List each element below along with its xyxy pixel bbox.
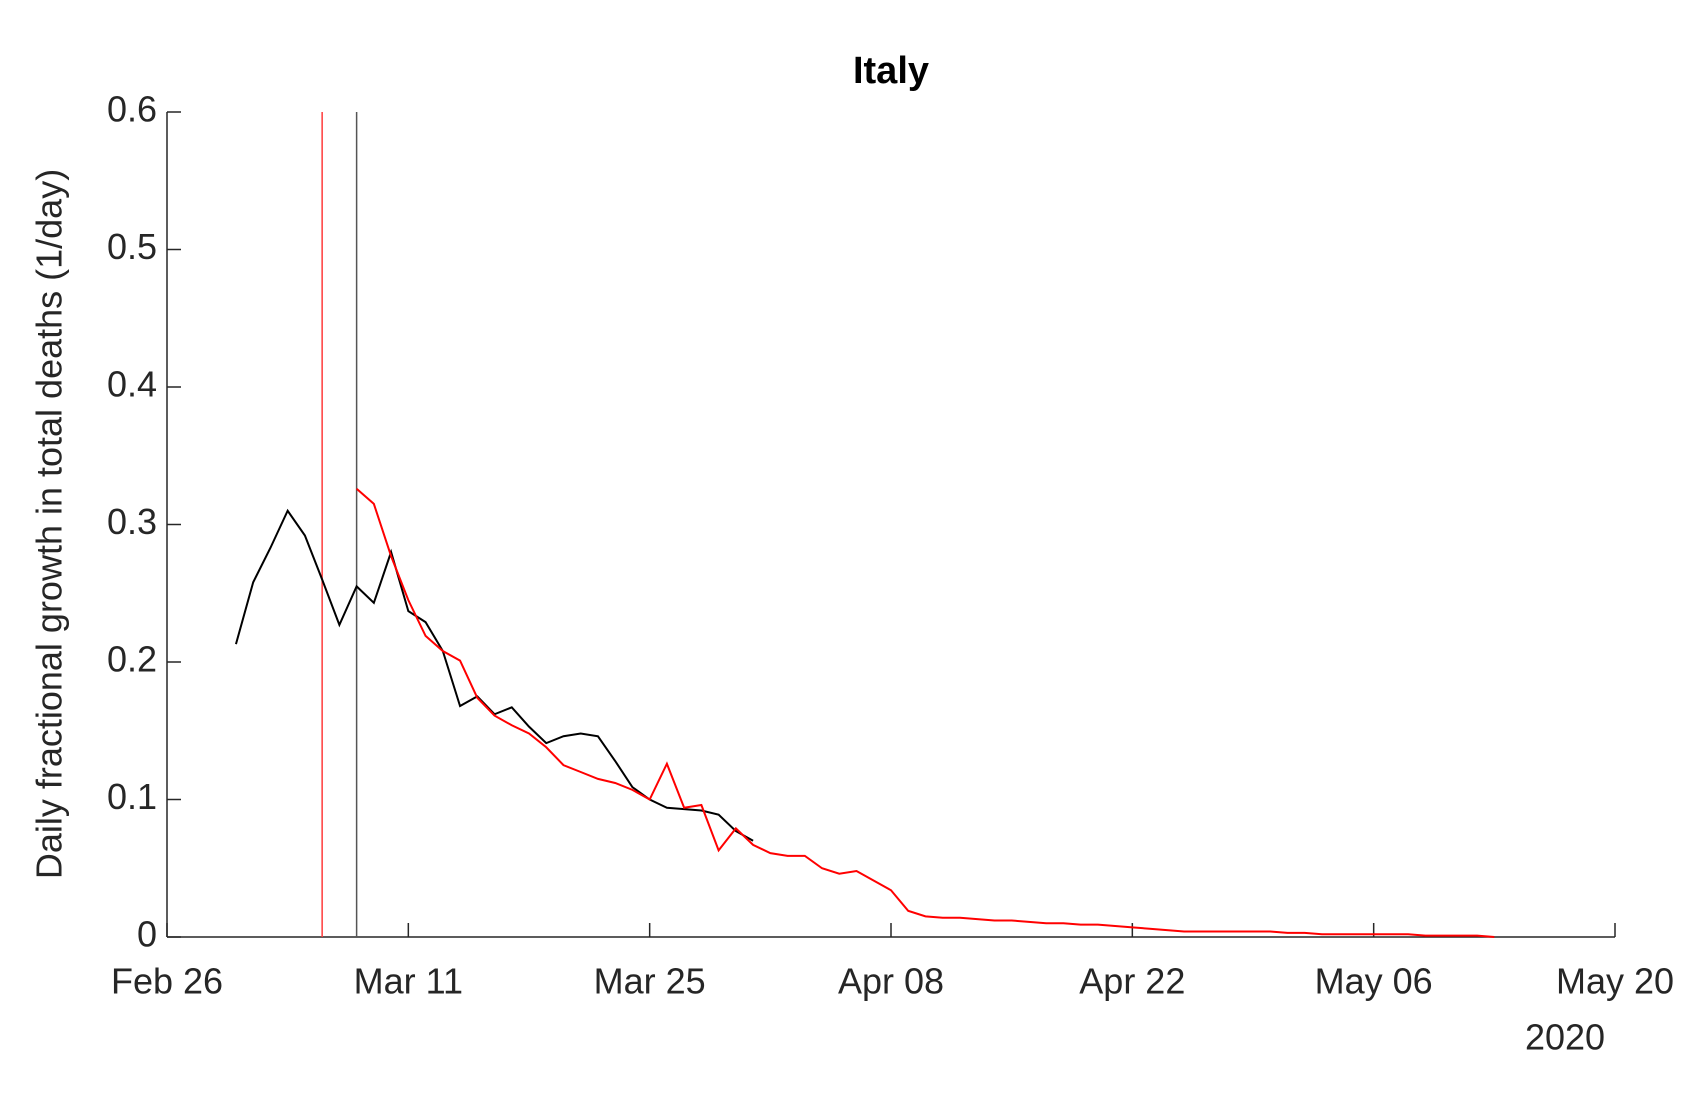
x-tick-label: May 20 — [1556, 961, 1674, 1002]
y-tick-label: 0.1 — [107, 776, 157, 817]
y-axis-label: Daily fractional growth in total deaths … — [29, 169, 70, 879]
chart-title: Italy — [853, 50, 929, 92]
y-tick-label: 0 — [137, 914, 157, 955]
x-year-label: 2020 — [1525, 1017, 1605, 1058]
x-tick-label: Mar 11 — [354, 961, 463, 1002]
y-tick-label: 0.6 — [107, 89, 157, 130]
x-tick-label: Feb 26 — [111, 961, 223, 1002]
y-tick-label: 0.2 — [107, 639, 157, 680]
x-tick-label: Mar 25 — [594, 961, 706, 1002]
x-tick-label: Apr 22 — [1079, 961, 1185, 1002]
y-tick-label: 0.5 — [107, 226, 157, 267]
y-tick-label: 0.3 — [107, 501, 157, 542]
data-line — [234, 508, 754, 842]
x-tick-label: Apr 08 — [838, 961, 944, 1002]
data-line — [355, 487, 1495, 938]
y-tick-label: 0.4 — [107, 364, 157, 405]
x-tick-label: May 06 — [1315, 961, 1433, 1002]
